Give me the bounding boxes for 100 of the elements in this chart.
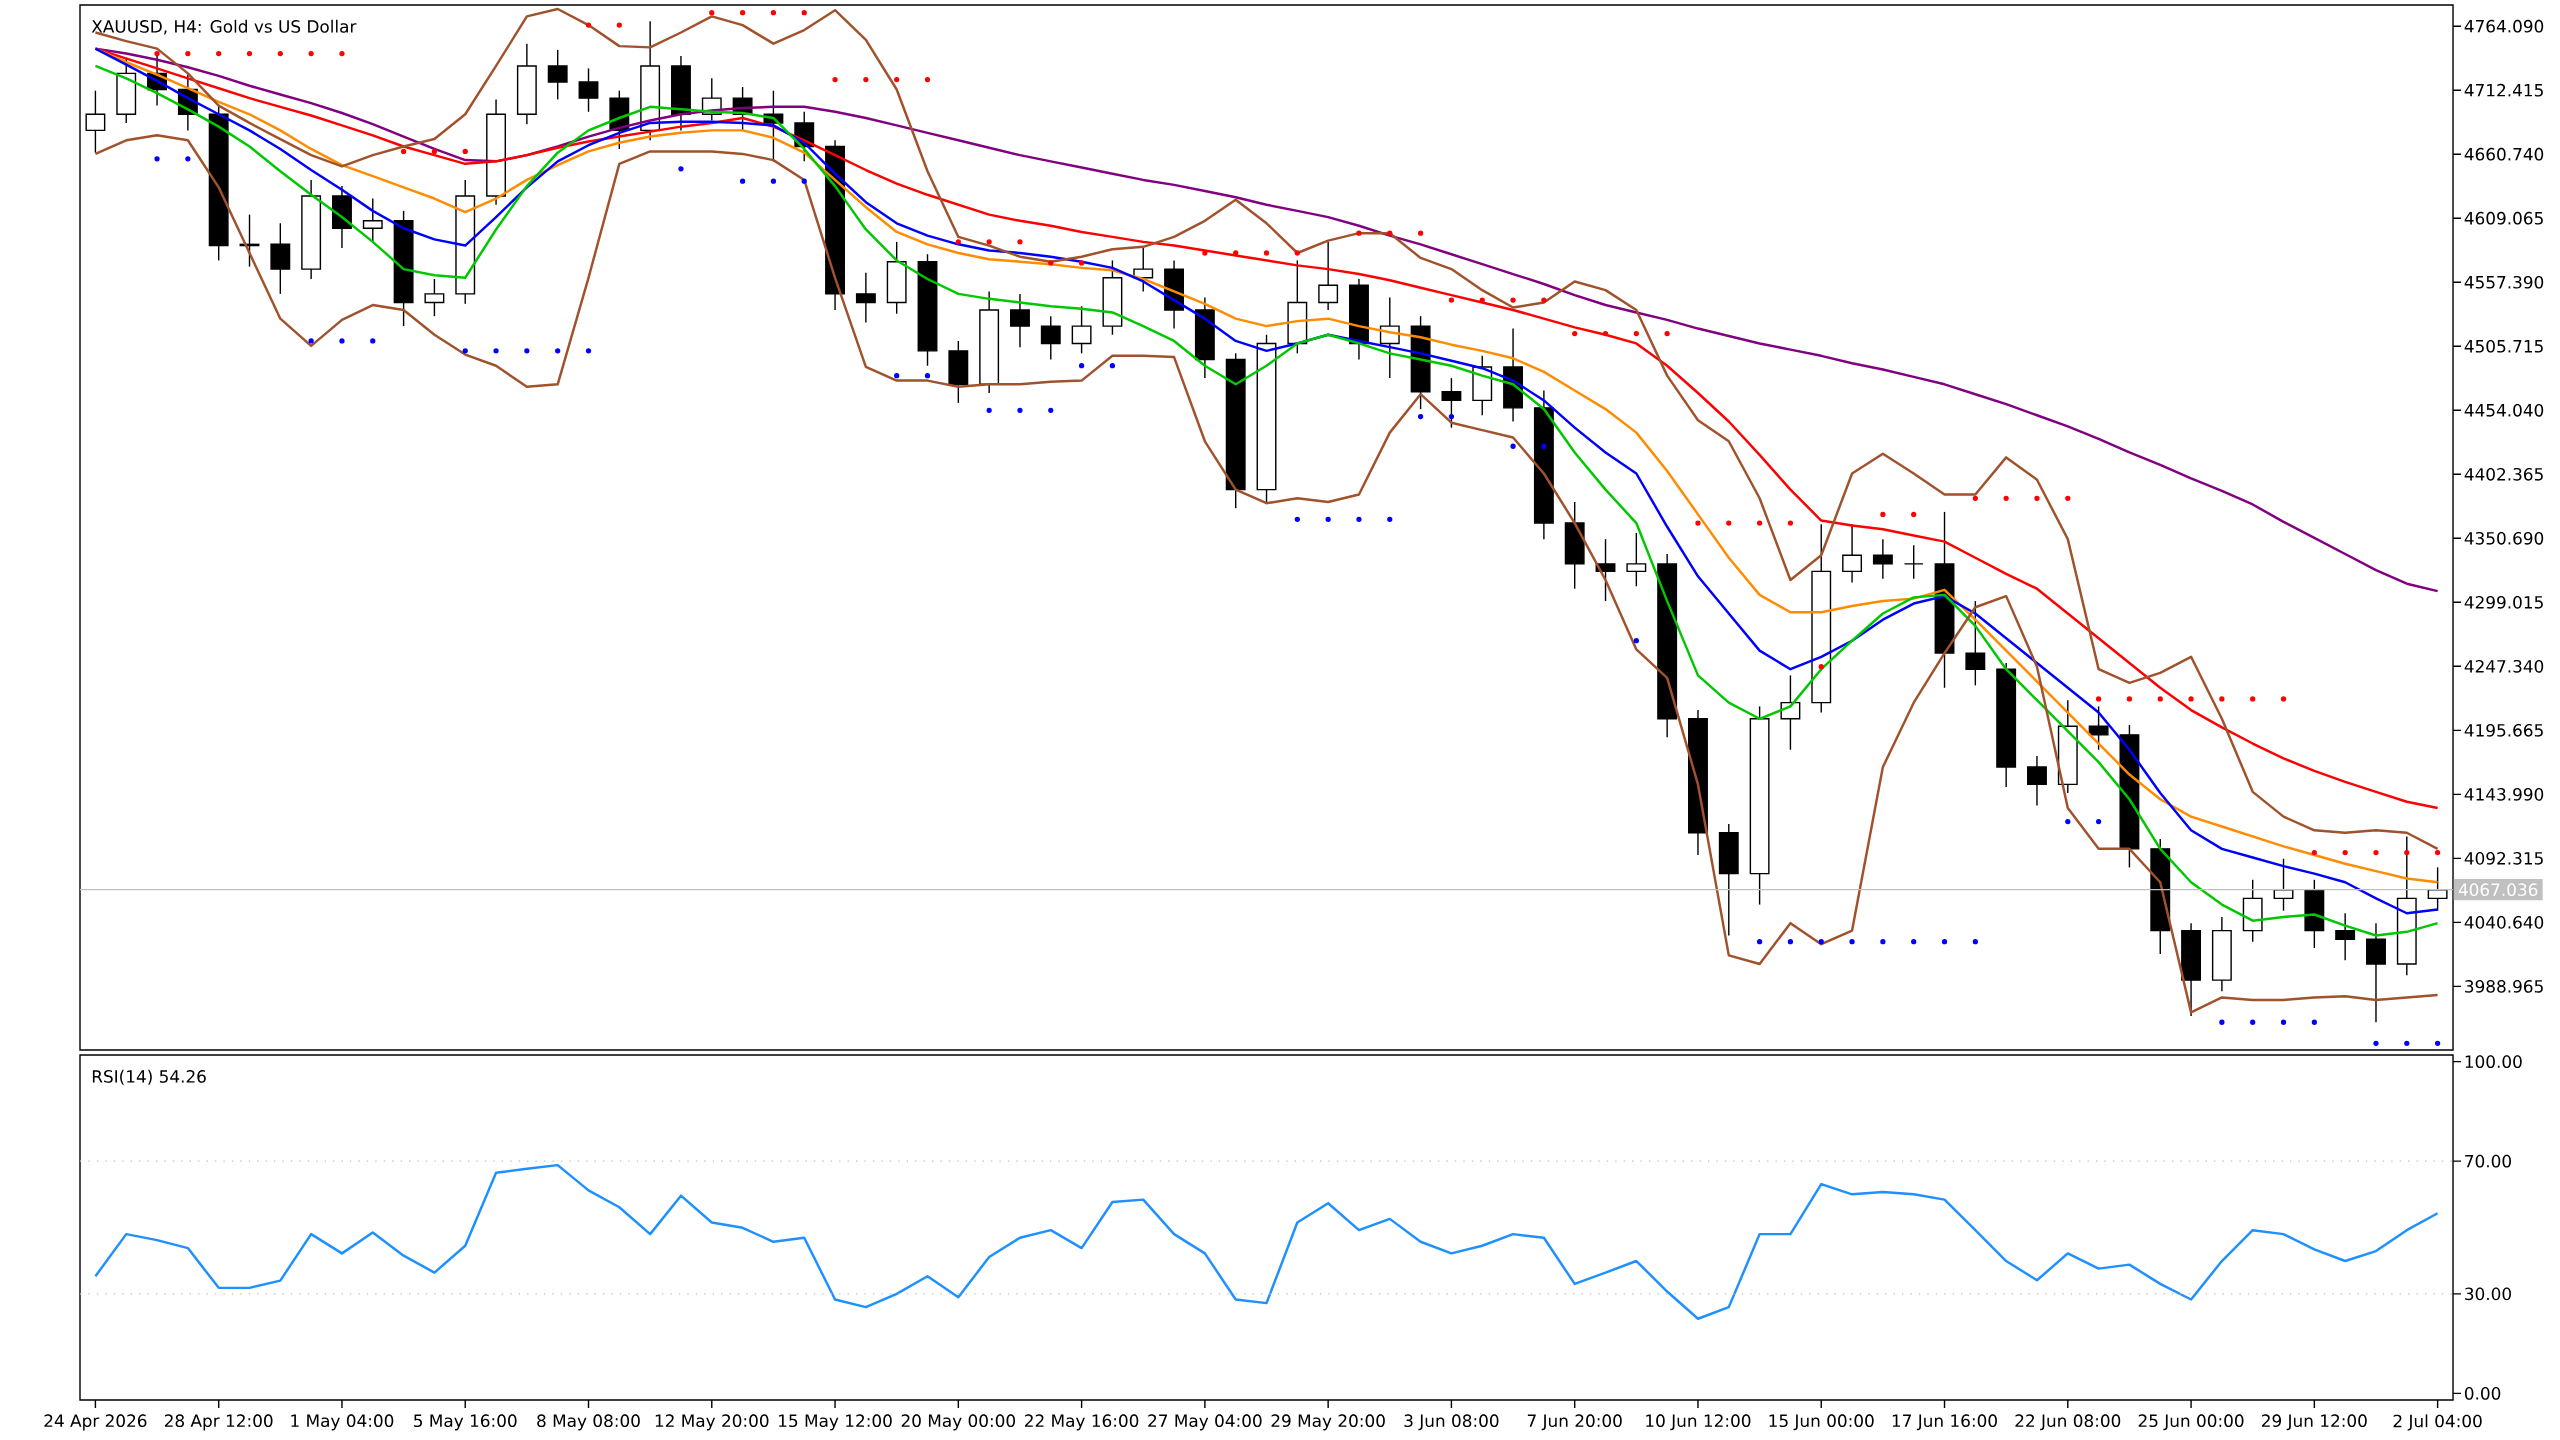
y-tick-label: 0.00 xyxy=(2464,1387,2501,1400)
point xyxy=(986,407,992,413)
point xyxy=(493,348,499,354)
point xyxy=(1510,443,1516,449)
point xyxy=(2280,1019,2287,1025)
y-tick-label: 4660.740 xyxy=(2464,147,2544,161)
candlestick xyxy=(2335,912,2356,962)
point xyxy=(1387,516,1393,522)
candlestick xyxy=(2027,755,2047,807)
candlestick xyxy=(2088,705,2109,751)
point xyxy=(555,348,561,354)
point xyxy=(2311,1019,2317,1025)
candlestick xyxy=(1872,538,1893,580)
candlestick xyxy=(1318,241,1339,311)
y-tick-label: 4350.690 xyxy=(2464,531,2544,545)
x-tick-label: 8 May 08:00 xyxy=(537,1414,640,1431)
y-tick-label: 30.00 xyxy=(2465,1287,2511,1301)
text: RSI(14) 54.26 xyxy=(92,1069,206,1085)
point xyxy=(1756,939,1763,945)
point xyxy=(678,166,684,172)
x-tick-label: 3 Jun 08:00 xyxy=(1404,1414,1499,1431)
point xyxy=(2219,1019,2225,1025)
candlestick xyxy=(362,197,383,243)
x-tick-label: 22 May 16:00 xyxy=(1024,1414,1139,1431)
y-tick-label: 4299.015 xyxy=(2464,595,2543,609)
point xyxy=(1325,516,1331,522)
y-tick-label: 4712.415 xyxy=(2464,83,2543,97)
point xyxy=(2250,1019,2256,1025)
y-tick-label: 4092.315 xyxy=(2464,851,2543,865)
y-tick-label: 4195.665 xyxy=(2464,723,2543,737)
point xyxy=(2373,1040,2379,1046)
point xyxy=(770,178,777,184)
y-tick-label: 4143.990 xyxy=(2464,787,2544,801)
x-tick-label: 24 Apr 2026 xyxy=(44,1414,147,1431)
x-tick-label: 28 Apr 12:00 xyxy=(164,1414,273,1431)
point xyxy=(1048,407,1054,413)
candlestick xyxy=(85,90,106,154)
x-tick-label: 15 Jun 00:00 xyxy=(1769,1414,1874,1431)
x-tick-label: 25 Jun 00:00 xyxy=(2138,1414,2244,1431)
y-tick-label: 4402.365 xyxy=(2464,467,2543,481)
point xyxy=(1633,638,1639,644)
point xyxy=(1109,363,1116,369)
candlestick xyxy=(1010,293,1030,348)
point xyxy=(1294,516,1300,522)
x-tick-label: 15 May 12:00 xyxy=(779,1414,892,1431)
point xyxy=(1972,939,1978,945)
point xyxy=(1818,939,1824,945)
candlestick xyxy=(1903,544,1924,580)
point xyxy=(1787,939,1794,945)
text: XAUUSD, H4: Gold vs US Dollar xyxy=(91,19,357,35)
x-tick-label: 29 Jun 12:00 xyxy=(2261,1414,2367,1431)
point xyxy=(1541,443,1547,449)
y-tick-label: 4040.640 xyxy=(2464,915,2544,929)
candlestick xyxy=(855,272,876,324)
x-tick-label: 7 Jun 20:00 xyxy=(1527,1414,1622,1431)
y-tick-label: 4454.040 xyxy=(2464,403,2544,417)
point xyxy=(739,178,746,184)
point xyxy=(1356,516,1362,522)
candlestick xyxy=(424,278,445,317)
x-tick-label: 5 May 16:00 xyxy=(414,1414,517,1431)
candlestick xyxy=(1441,377,1462,429)
point xyxy=(154,156,160,162)
x-tick-label: 17 Jun 16:00 xyxy=(1892,1414,1997,1431)
point xyxy=(2095,818,2102,825)
x-tick-label: 12 May 20:00 xyxy=(655,1414,769,1431)
candlestick xyxy=(1133,247,1154,293)
point xyxy=(2404,1040,2410,1046)
line-series xyxy=(94,1163,2439,1320)
y-tick-label: 70.00 xyxy=(2465,1154,2511,1168)
point xyxy=(462,348,468,354)
y-tick-label: 4764.090 xyxy=(2464,19,2544,33)
point xyxy=(1880,939,1886,945)
x-tick-label: 27 May 04:00 xyxy=(1148,1414,1262,1431)
x-tick-label: 2 Jul 04:00 xyxy=(2393,1414,2482,1431)
point xyxy=(1941,939,1948,945)
point xyxy=(524,348,530,354)
point xyxy=(1078,363,1085,369)
x-tick-label: 10 Jun 12:00 xyxy=(1646,1414,1751,1431)
candlestick xyxy=(578,67,599,113)
point xyxy=(1417,413,1424,420)
ref-line-label: 4067.036 xyxy=(2458,883,2538,897)
point xyxy=(308,338,314,344)
y-tick-label: 4609.065 xyxy=(2464,211,2543,225)
candlestick xyxy=(1965,600,1986,687)
y-tick-label: 4505.715 xyxy=(2464,339,2543,353)
point xyxy=(1911,939,1917,945)
y-tick-label: 4557.390 xyxy=(2464,275,2544,289)
point xyxy=(1448,413,1455,420)
y-tick-label: 4247.340 xyxy=(2464,659,2544,673)
candlestick xyxy=(547,49,568,101)
candlestick xyxy=(1626,532,1647,587)
y-tick-label: 100.00 xyxy=(2465,1055,2522,1068)
point xyxy=(801,178,807,184)
y-tick-label: 3988.965 xyxy=(2465,980,2543,993)
x-tick-label: 22 Jun 08:00 xyxy=(2015,1414,2121,1431)
point xyxy=(1849,939,1855,945)
x-tick-label: 20 May 00:00 xyxy=(901,1414,1016,1431)
point xyxy=(585,348,592,354)
point xyxy=(1017,407,1023,413)
point xyxy=(2065,818,2071,825)
